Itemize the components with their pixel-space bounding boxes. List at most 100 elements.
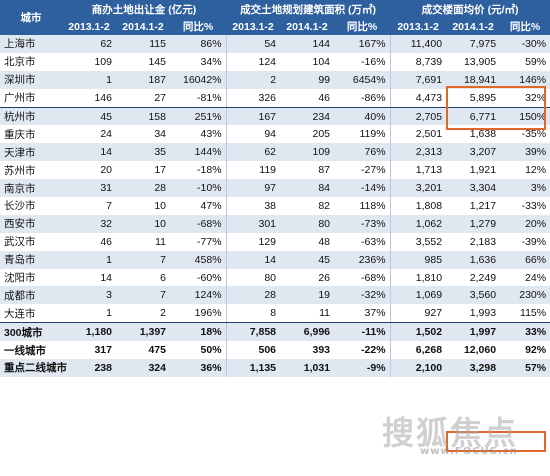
value-cell: -22% <box>334 341 391 360</box>
value-cell: 124 <box>226 52 281 71</box>
value-cell: 39% <box>500 143 550 162</box>
value-cell: 118% <box>334 197 391 215</box>
value-cell: -18% <box>170 161 227 180</box>
value-cell: 2 <box>226 70 281 89</box>
value-cell: 1,279 <box>446 214 501 233</box>
value-cell: 11,400 <box>390 35 447 53</box>
value-cell: -68% <box>170 214 227 233</box>
value-cell: 7 <box>116 286 170 305</box>
city-cell: 沈阳市 <box>0 268 62 287</box>
table-row: 长沙市 7 10 47% 38 82 118% 1,808 1,217 -33% <box>0 197 550 215</box>
city-cell: 杭州市 <box>0 107 62 126</box>
value-cell: 13,905 <box>446 52 501 71</box>
value-cell: 16042% <box>170 70 227 89</box>
value-cell: 167 <box>226 107 281 126</box>
table-row: 重庆市 24 34 43% 94 205 119% 2,501 1,638 -35% <box>0 125 550 144</box>
value-cell: 6,268 <box>390 341 447 360</box>
value-cell: 187 <box>116 70 170 89</box>
value-cell: 47% <box>170 197 227 215</box>
value-cell: 144 <box>280 35 335 53</box>
value-cell: 119% <box>334 125 391 144</box>
value-cell: 11 <box>280 304 335 324</box>
value-cell: 59% <box>500 52 550 71</box>
value-cell: 104 <box>280 52 335 71</box>
table-row: 300城市 1,180 1,397 18% 7,858 6,996 -11% 1,502 1,9… <box>0 322 550 342</box>
value-cell: 230% <box>500 286 550 305</box>
value-cell: 4,473 <box>390 88 447 108</box>
value-cell: 20% <box>500 214 550 233</box>
watermark-logo-text: 搜狐焦点 <box>382 414 519 452</box>
value-cell: 80 <box>226 268 281 287</box>
value-cell: 3,207 <box>446 143 501 162</box>
value-cell: 48 <box>280 232 335 251</box>
city-cell: 广州市 <box>0 88 62 108</box>
highlight-box-tier1 <box>446 431 546 452</box>
value-cell: 3% <box>500 179 550 198</box>
group-header-floor-area: 成交土地规划建筑面积 (万㎡) <box>226 0 391 18</box>
table-row: 成都市 3 7 124% 28 19 -32% 1,069 3,560 230% <box>0 286 550 305</box>
table-row: 西安市 32 10 -68% 301 80 -73% 1,062 1,279 20% <box>0 214 550 233</box>
value-cell: 2,100 <box>390 359 447 377</box>
value-cell: 46 <box>280 88 335 108</box>
value-cell: -68% <box>334 268 391 287</box>
value-cell: 97 <box>226 179 281 198</box>
city-cell: 西安市 <box>0 214 62 233</box>
group-header-avg-price: 成交楼面均价 (元/㎡) <box>390 0 550 18</box>
value-cell: 2,249 <box>446 268 501 287</box>
value-cell: 1,180 <box>62 322 116 342</box>
value-cell: 109 <box>62 52 116 71</box>
value-cell: 7 <box>62 197 116 215</box>
value-cell: 2,313 <box>390 143 447 162</box>
value-cell: 7,975 <box>446 35 501 53</box>
table-row: 重点二线城市 238 324 36% 1,135 1,031 -9% 2,100 3,298 57… <box>0 359 550 377</box>
value-cell: 28 <box>226 286 281 305</box>
value-cell: -30% <box>500 35 550 53</box>
value-cell: -63% <box>334 232 391 251</box>
value-cell: 7,858 <box>226 322 281 342</box>
value-cell: 7 <box>116 250 170 269</box>
value-cell: 37% <box>334 304 391 324</box>
value-cell: 326 <box>226 88 281 108</box>
land-transaction-table: 城市 商办土地出让金 (亿元) 成交土地规划建筑面积 (万㎡) 成交楼面均价 (… <box>0 0 550 377</box>
value-cell: 34% <box>170 52 227 71</box>
value-cell: 50% <box>170 341 227 360</box>
value-cell: 36% <box>170 359 227 377</box>
value-cell: 1,713 <box>390 161 447 180</box>
value-cell: 14 <box>62 268 116 287</box>
value-cell: 927 <box>390 304 447 324</box>
value-cell: 28 <box>116 179 170 198</box>
city-cell: 苏州市 <box>0 161 62 180</box>
header-row-groups: 城市 商办土地出让金 (亿元) 成交土地规划建筑面积 (万㎡) 成交楼面均价 (… <box>0 0 550 35</box>
table-row: 大连市 1 2 196% 8 11 37% 927 1,993 115% <box>0 304 550 324</box>
value-cell: 1,636 <box>446 250 501 269</box>
value-cell: 57% <box>500 359 550 377</box>
value-cell: 6,996 <box>280 322 335 342</box>
value-cell: 145 <box>116 52 170 71</box>
value-cell: 10 <box>116 197 170 215</box>
value-cell: 11 <box>116 232 170 251</box>
value-cell: 3,298 <box>446 359 501 377</box>
value-cell: 38 <box>226 197 281 215</box>
value-cell: 31 <box>62 179 116 198</box>
table-row: 北京市 109 145 34% 124 104 -16% 8,739 13,905 59% <box>0 52 550 71</box>
value-cell: 76% <box>334 143 391 162</box>
subheader: 2014.1-2 <box>446 18 501 35</box>
value-cell: -35% <box>500 125 550 144</box>
value-cell: 86% <box>170 35 227 53</box>
table-row: 一线城市 317 475 50% 506 393 -22% 6,268 12,060 92% <box>0 341 550 360</box>
value-cell: 3 <box>62 286 116 305</box>
value-cell: 6454% <box>334 70 391 89</box>
city-cell: 武汉市 <box>0 232 62 251</box>
value-cell: 19 <box>280 286 335 305</box>
value-cell: -32% <box>334 286 391 305</box>
value-cell: 301 <box>226 214 281 233</box>
value-cell: 506 <box>226 341 281 360</box>
value-cell: 6 <box>116 268 170 287</box>
value-cell: 1 <box>62 70 116 89</box>
value-cell: 6,771 <box>446 107 501 126</box>
value-cell: 1,993 <box>446 304 501 324</box>
value-cell: 1,997 <box>446 322 501 342</box>
value-cell: 45 <box>62 107 116 126</box>
table-row: 沈阳市 14 6 -60% 80 26 -68% 1,810 2,249 24% <box>0 268 550 287</box>
city-column-header: 城市 <box>0 0 62 35</box>
